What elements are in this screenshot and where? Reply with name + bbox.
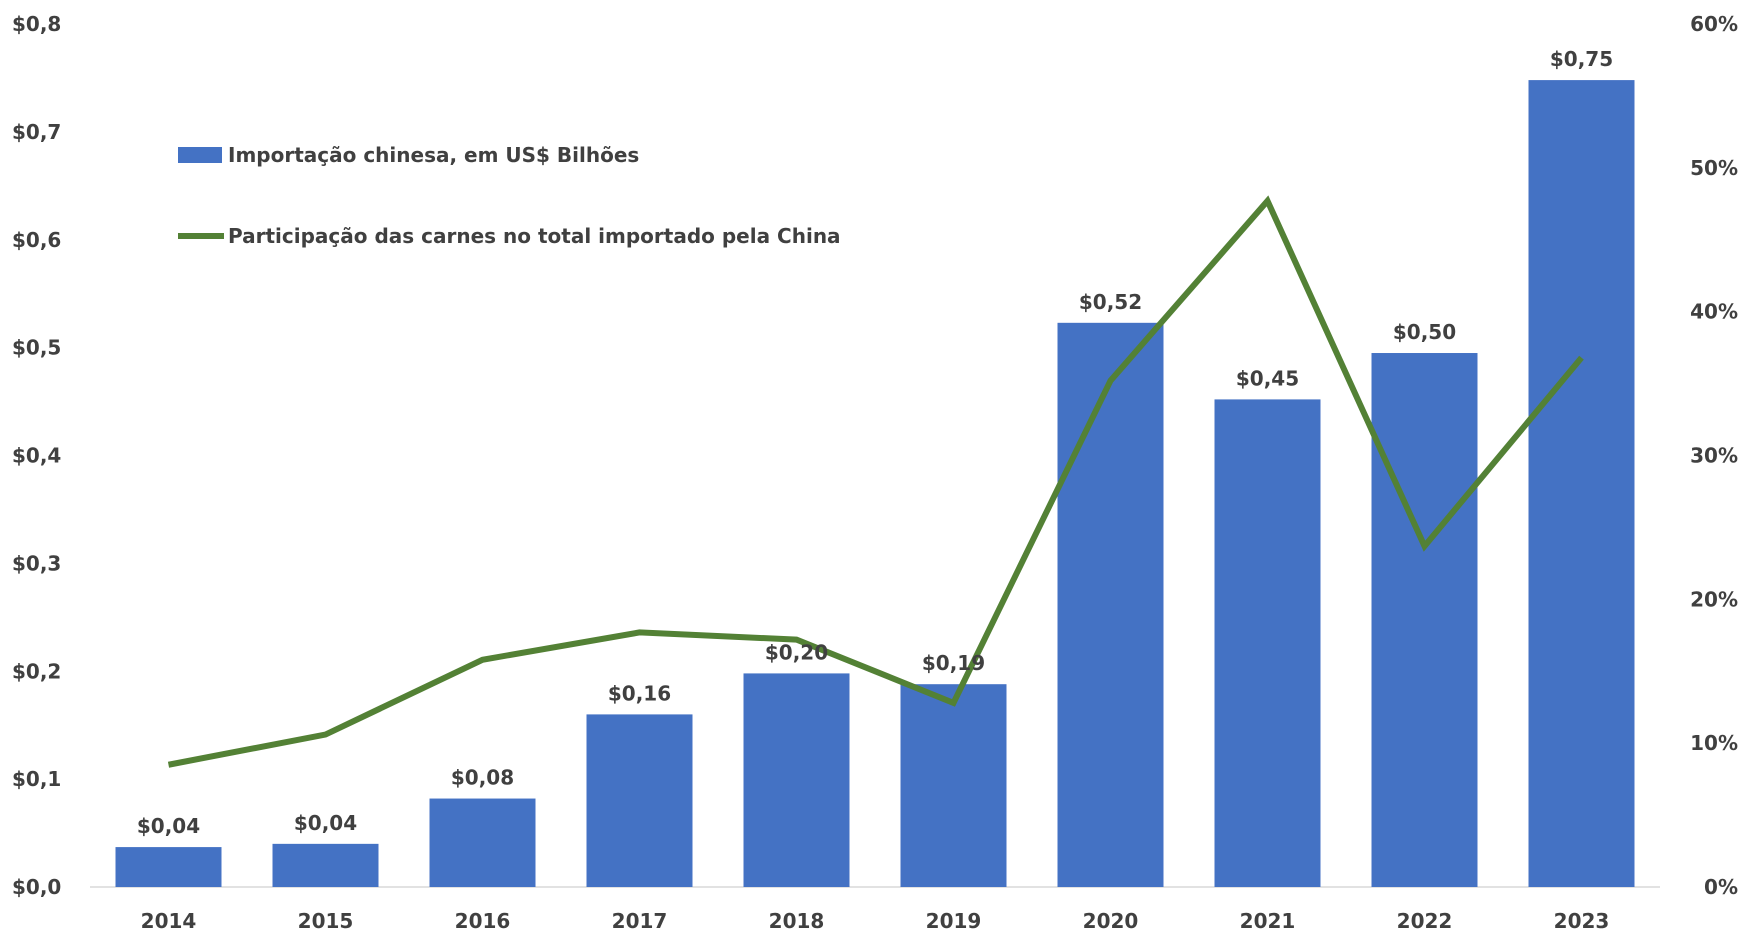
bar bbox=[1214, 399, 1321, 887]
bar-data-label: $0,04 bbox=[294, 811, 357, 835]
y-left-tick-label: $0,5 bbox=[12, 336, 61, 360]
y-right-tick-label: 60% bbox=[1690, 12, 1738, 36]
y-right-tick-label: 40% bbox=[1690, 300, 1738, 324]
bar-data-label: $0,52 bbox=[1079, 290, 1142, 314]
bar bbox=[1371, 353, 1478, 887]
y-left-tick-label: $0,7 bbox=[12, 120, 61, 144]
bar bbox=[115, 847, 222, 887]
bar-data-label: $0,75 bbox=[1550, 47, 1613, 71]
legend-label-line: Participação das carnes no total importa… bbox=[228, 224, 841, 248]
x-tick-label: 2015 bbox=[298, 909, 354, 930]
bar-data-label: $0,45 bbox=[1236, 366, 1299, 390]
x-tick-label: 2019 bbox=[926, 909, 982, 930]
bar-data-label: $0,19 bbox=[922, 651, 985, 675]
bar bbox=[1528, 80, 1635, 888]
x-tick-label: 2022 bbox=[1397, 909, 1453, 930]
y-right-tick-label: 30% bbox=[1690, 444, 1738, 468]
bar-data-label: $0,20 bbox=[765, 640, 828, 664]
y-right-tick-label: 20% bbox=[1690, 587, 1738, 611]
bar-data-label: $0,08 bbox=[451, 766, 514, 790]
x-tick-label: 2023 bbox=[1554, 909, 1610, 930]
legend-swatch-bars bbox=[178, 147, 222, 163]
y-left-tick-label: $0,1 bbox=[12, 767, 61, 791]
x-tick-label: 2017 bbox=[612, 909, 668, 930]
x-tick-label: 2014 bbox=[141, 909, 197, 930]
y-right-tick-label: 50% bbox=[1690, 156, 1738, 180]
bar-data-label: $0,50 bbox=[1393, 320, 1456, 344]
x-tick-label: 2021 bbox=[1240, 909, 1296, 930]
bar bbox=[586, 714, 693, 887]
legend-label-bars: Importação chinesa, em US$ Bilhões bbox=[228, 143, 639, 167]
y-left-tick-label: $0,3 bbox=[12, 551, 61, 575]
y-left-tick-label: $0,4 bbox=[12, 444, 61, 468]
bar bbox=[272, 843, 379, 887]
bar-data-label: $0,04 bbox=[137, 814, 200, 838]
x-tick-label: 2020 bbox=[1083, 909, 1139, 930]
bar-data-label: $0,16 bbox=[608, 681, 671, 705]
y-right-tick-label: 10% bbox=[1690, 731, 1738, 755]
bar bbox=[1057, 322, 1164, 888]
x-tick-label: 2018 bbox=[769, 909, 825, 930]
bar bbox=[743, 673, 850, 887]
y-left-tick-label: $0,8 bbox=[12, 12, 61, 36]
bar bbox=[429, 798, 536, 887]
y-right-tick-label: 0% bbox=[1704, 875, 1738, 899]
x-tick-label: 2016 bbox=[455, 909, 511, 930]
y-left-tick-label: $0,0 bbox=[12, 875, 61, 899]
line-series bbox=[167, 195, 1584, 768]
y-left-tick-label: $0,2 bbox=[12, 659, 61, 683]
bar bbox=[900, 684, 1007, 887]
y-left-tick-label: $0,6 bbox=[12, 228, 61, 252]
